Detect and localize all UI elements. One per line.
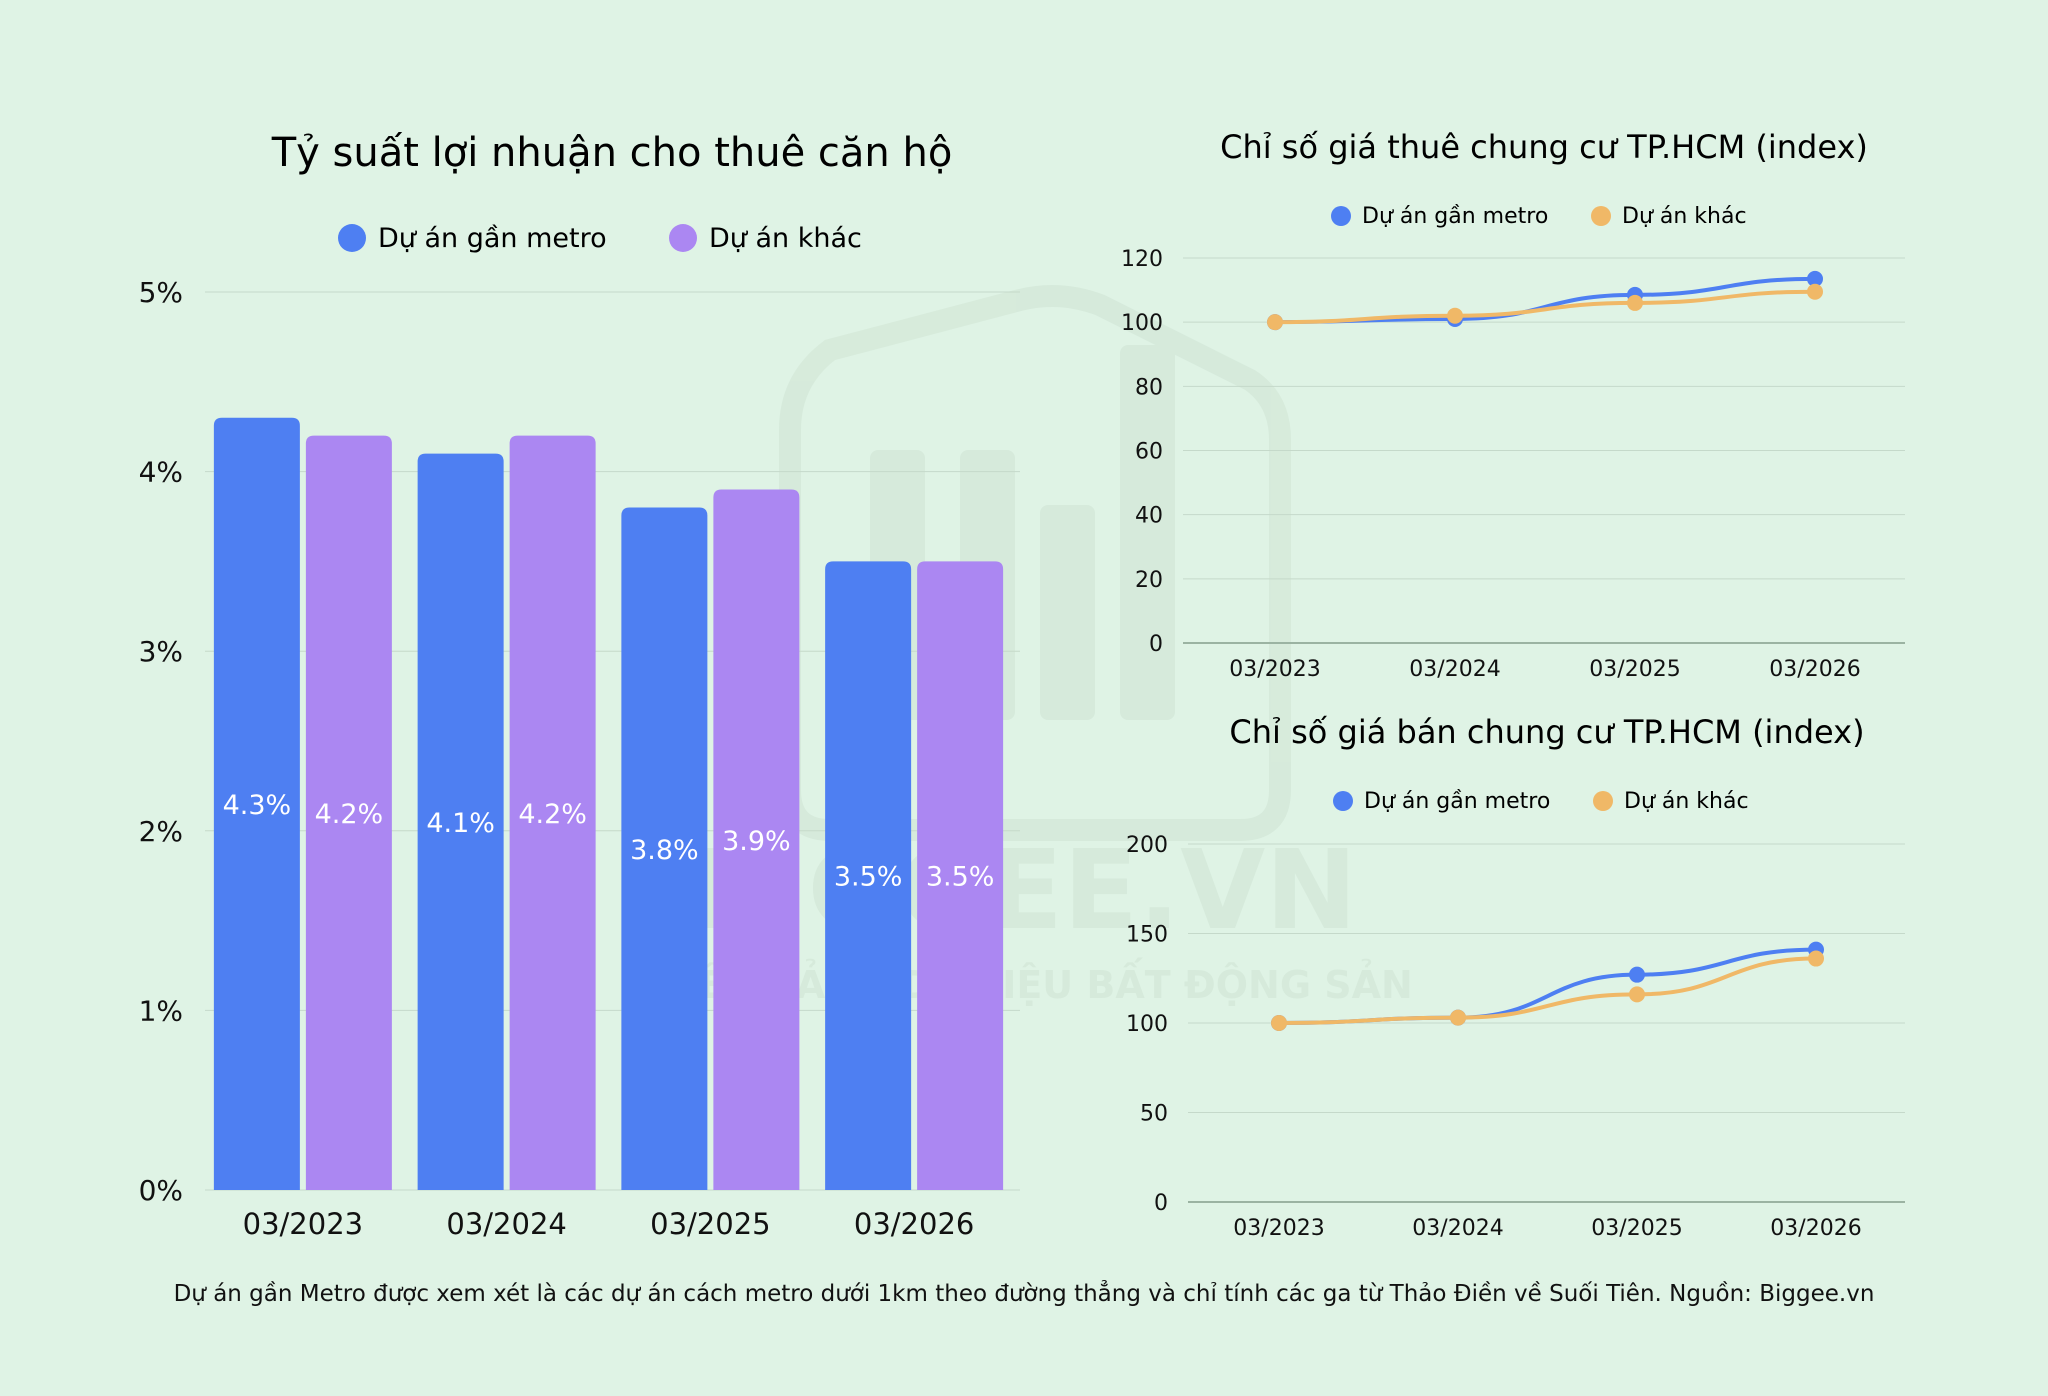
sale-legend-metro-swatch [1333, 791, 1353, 811]
legend-metro-swatch [338, 224, 366, 252]
bar-other [509, 435, 596, 1190]
line-x-tick: 03/2025 [1591, 1216, 1682, 1241]
bar-other [305, 435, 392, 1190]
line-y-tick: 40 [1135, 504, 1163, 529]
line-y-tick: 50 [1140, 1102, 1168, 1127]
sale-chart-title: Chỉ số giá bán chung cư TP.HCM (index) [1229, 713, 1864, 751]
bar-other [917, 561, 1004, 1190]
bar-metro [621, 507, 708, 1190]
watermark-bar-4 [1120, 345, 1175, 720]
line-y-tick: 200 [1126, 833, 1168, 858]
rent-legend-metro-swatch [1331, 206, 1351, 226]
line-x-tick: 03/2023 [1233, 1216, 1324, 1241]
point-other [1267, 314, 1283, 331]
point-other [1629, 986, 1645, 1003]
line-x-tick: 03/2024 [1412, 1216, 1503, 1241]
sale-legend-other-label: Dự án khác [1624, 789, 1749, 814]
rent-legend-other-swatch [1591, 206, 1611, 226]
bar-y-tick: 4% [139, 456, 183, 489]
bar-metro [417, 453, 504, 1190]
point-other [1447, 307, 1463, 324]
line-x-tick: 03/2023 [1229, 657, 1320, 682]
rent-chart-legend: Dự án gần metro Dự án khác [1331, 204, 1747, 229]
bar-x-tick: 03/2025 [650, 1207, 770, 1241]
bar-metro [213, 417, 300, 1191]
sale-chart-legend: Dự án gần metro Dự án khác [1333, 789, 1749, 814]
line-y-tick: 0 [1149, 632, 1163, 657]
legend-metro-label: Dự án gần metro [378, 223, 607, 254]
sale-index-chart: 0 50 100 150 200 03/2023 03/2024 03/2025 03/2026 [1126, 833, 1905, 1241]
footnote: Dự án gần Metro được xem xét là các dự á… [173, 1281, 1875, 1307]
sale-legend-metro-label: Dự án gần metro [1364, 789, 1550, 814]
series-line-other [1278, 956, 1817, 1025]
rent-chart-title: Chỉ số giá thuê chung cư TP.HCM (index) [1220, 128, 1868, 166]
bar-data-label: 4.1% [426, 808, 495, 839]
line-x-tick: 03/2025 [1589, 657, 1680, 682]
bar-data-label: 4.2% [518, 799, 587, 830]
point-other [1627, 294, 1643, 311]
bar-y-tick: 5% [139, 276, 183, 309]
point-metro [1807, 270, 1823, 287]
bar-metro [825, 561, 912, 1190]
bar-data-label: 3.5% [926, 862, 995, 893]
bar-chart-title: Tỷ suất lợi nhuận cho thuê căn hộ [271, 130, 953, 176]
bar-chart-legend: Dự án gần metro Dự án khác [338, 223, 862, 254]
point-metro [1629, 966, 1645, 983]
bar-data-label: 4.3% [223, 790, 292, 821]
bar-data-label: 3.8% [630, 835, 699, 866]
line-y-tick: 150 [1126, 923, 1168, 948]
bar-y-tick: 3% [139, 635, 183, 668]
point-other [1450, 1009, 1466, 1026]
series-line-other [1274, 289, 1816, 325]
rent-legend-other-label: Dự án khác [1622, 204, 1747, 229]
line-y-tick: 80 [1135, 375, 1163, 400]
point-other [1808, 950, 1824, 967]
point-other [1807, 283, 1823, 300]
series-line-metro [1274, 276, 1816, 325]
rent-index-chart: 0 20 40 60 80 100 120 03/2023 03/2024 03/2025 03/2… [1121, 247, 1905, 682]
line-y-tick: 20 [1135, 568, 1163, 593]
legend-other-swatch [669, 224, 697, 252]
bar-data-label: 4.2% [315, 799, 384, 830]
bar-data-label: 3.5% [834, 862, 903, 893]
point-other [1271, 1015, 1287, 1031]
bar-y-tick: 2% [139, 815, 183, 848]
line-y-tick: 60 [1135, 440, 1163, 465]
bar-x-tick: 03/2026 [854, 1207, 974, 1241]
bar-y-tick: 0% [139, 1174, 183, 1207]
line-y-tick: 0 [1154, 1191, 1168, 1216]
line-x-tick: 03/2026 [1769, 657, 1860, 682]
line-y-tick: 120 [1121, 247, 1163, 272]
bar-x-tick: 03/2023 [243, 1207, 363, 1241]
line-y-tick: 100 [1126, 1012, 1168, 1037]
bar-x-tick: 03/2024 [446, 1207, 566, 1241]
watermark-bar-3 [1040, 505, 1095, 720]
line-x-tick: 03/2024 [1409, 657, 1500, 682]
bar-other [713, 489, 800, 1190]
line-y-tick: 100 [1121, 311, 1163, 336]
legend-other-label: Dự án khác [709, 223, 862, 254]
bar-y-tick: 1% [139, 994, 183, 1027]
sale-legend-other-swatch [1593, 791, 1613, 811]
rent-legend-metro-label: Dự án gần metro [1362, 204, 1548, 229]
line-x-tick: 03/2026 [1770, 1216, 1861, 1241]
bar-data-label: 3.9% [722, 826, 791, 857]
bar-chart: 0% 1% 2% 3% 4% 5% 4.3% 4.2% 03/2023 4.1% 4.2% 03/20… [139, 276, 1020, 1241]
